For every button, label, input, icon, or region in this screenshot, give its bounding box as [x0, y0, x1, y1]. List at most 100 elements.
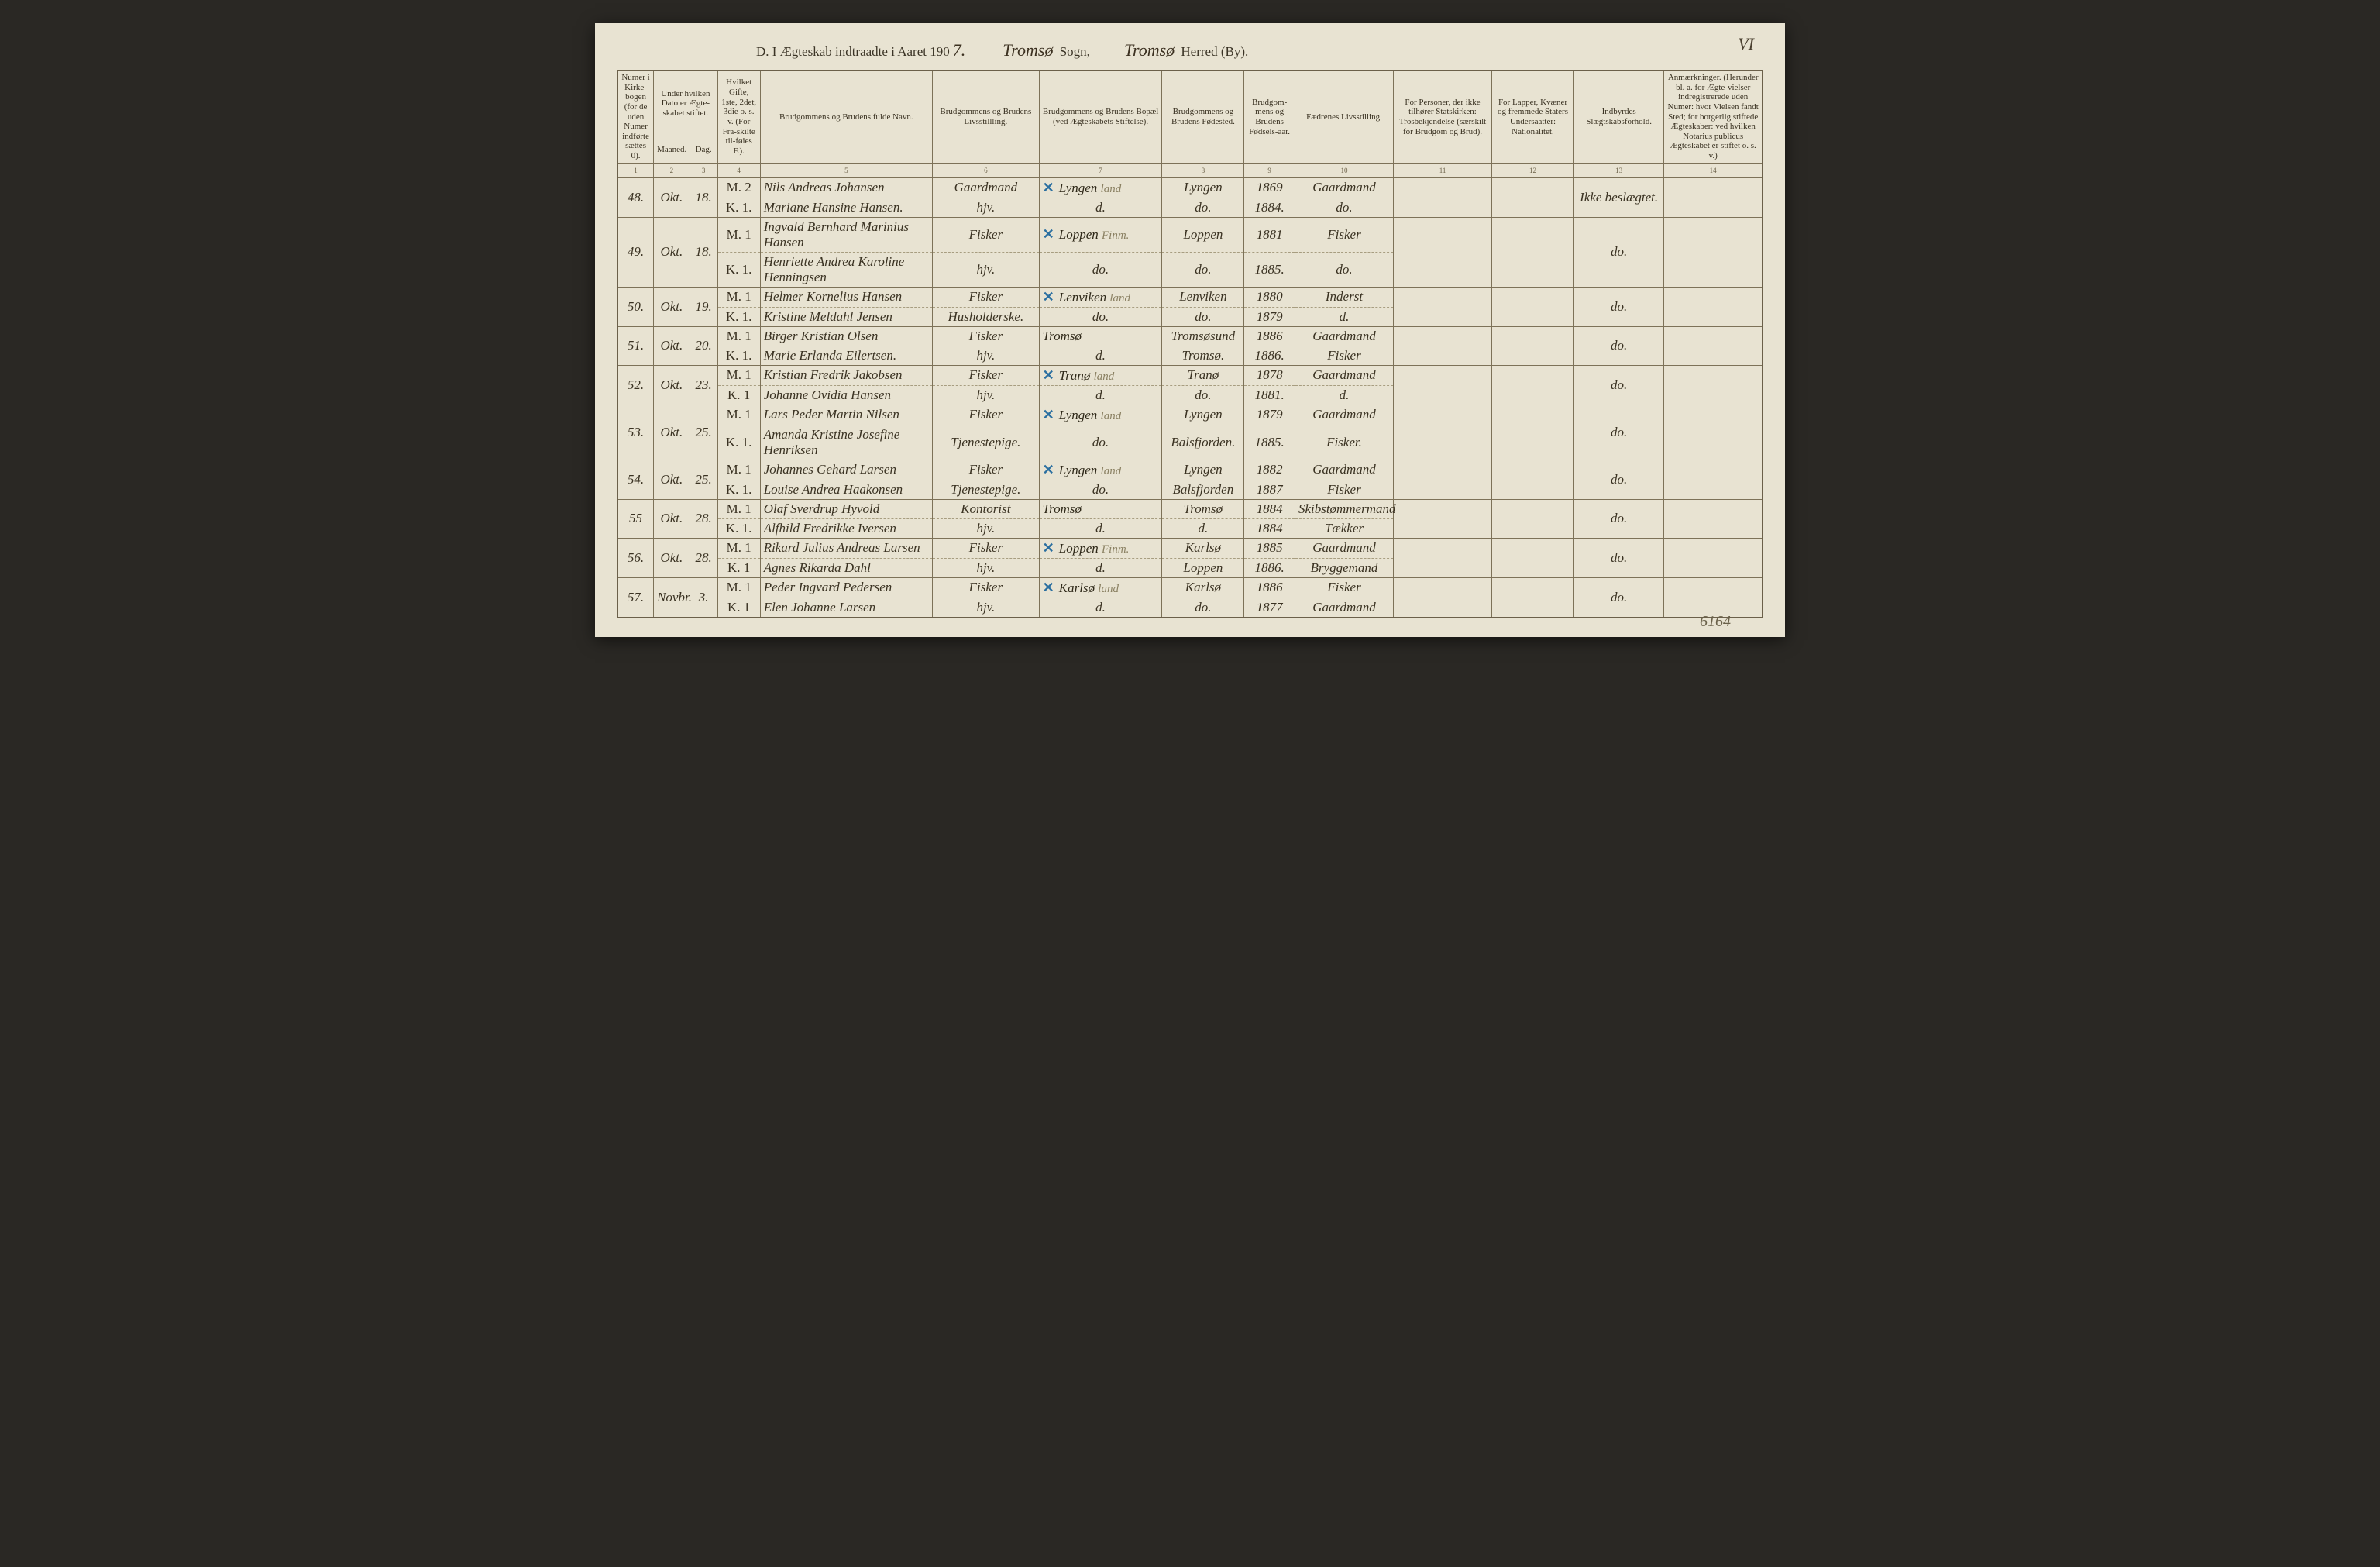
- groom-birthplace: Lyngen: [1162, 177, 1244, 198]
- cell-relationship: do.: [1573, 326, 1663, 365]
- bride-name: Elen Johanne Larsen: [760, 598, 932, 618]
- bride-gifte: K. 1.: [717, 425, 760, 460]
- cell-c14: [1664, 287, 1763, 326]
- groom-birthyear: 1882: [1244, 460, 1295, 480]
- cell-relationship: do.: [1573, 405, 1663, 460]
- bride-father-occ: Gaardmand: [1295, 598, 1393, 618]
- cross-mark-icon: ✕: [1043, 580, 1059, 595]
- entry-month: Okt.: [654, 287, 690, 326]
- groom-father-occ: Gaardmand: [1295, 177, 1393, 198]
- bride-birthyear: 1886.: [1244, 558, 1295, 577]
- cell-c11: [1394, 177, 1492, 217]
- bride-father-occ: d.: [1295, 307, 1393, 326]
- bride-occupation: Tjenestepige.: [933, 425, 1040, 460]
- groom-occupation: Fisker: [933, 577, 1040, 598]
- sogn-label: Sogn,: [1060, 44, 1090, 59]
- cell-c12: [1492, 577, 1574, 618]
- entry-number: 50.: [617, 287, 654, 326]
- bride-birthyear: 1887: [1244, 480, 1295, 499]
- cell-relationship: do.: [1573, 365, 1663, 405]
- cell-relationship: do.: [1573, 538, 1663, 577]
- table-row-groom: 53.Okt.25.M. 1Lars Peder Martin NilsenFi…: [617, 405, 1763, 425]
- groom-birthyear: 1886: [1244, 577, 1295, 598]
- hdr-c14: Anmærkninger. (Herunder bl. a. for Ægte-…: [1664, 71, 1763, 163]
- entry-number: 51.: [617, 326, 654, 365]
- bride-gifte: K. 1.: [717, 480, 760, 499]
- cross-mark-icon: ✕: [1043, 367, 1059, 383]
- groom-occupation: Fisker: [933, 326, 1040, 346]
- groom-birthplace: Tromsøsund: [1162, 326, 1244, 346]
- groom-gifte: M. 1: [717, 577, 760, 598]
- column-numbers-row: 1 2 3 4 5 6 7 8 9 10 11 12 13 14: [617, 163, 1763, 177]
- cell-c12: [1492, 217, 1574, 287]
- cell-c11: [1394, 326, 1492, 365]
- cell-c11: [1394, 217, 1492, 287]
- groom-name: Peder Ingvard Pedersen: [760, 577, 932, 598]
- cell-relationship: do.: [1573, 460, 1663, 499]
- hdr-c2a: Maaned.: [654, 136, 690, 163]
- table-row-groom: 56.Okt.28.M. 1Rikard Julius Andreas Lars…: [617, 538, 1763, 558]
- hdr-c8: Brudgommens og Brudens Fødested.: [1162, 71, 1244, 163]
- colnum: 11: [1394, 163, 1492, 177]
- groom-birthplace: Lenviken: [1162, 287, 1244, 307]
- groom-birthyear: 1878: [1244, 365, 1295, 385]
- bride-name: Mariane Hansine Hansen.: [760, 198, 932, 217]
- bride-gifte: K. 1.: [717, 307, 760, 326]
- bride-father-occ: Fisker.: [1295, 425, 1393, 460]
- groom-occupation: Fisker: [933, 460, 1040, 480]
- bride-birthplace: do.: [1162, 598, 1244, 618]
- bride-residence: d.: [1039, 598, 1162, 618]
- groom-name: Ingvald Bernhard Marinius Hansen: [760, 217, 932, 252]
- bride-birthyear: 1881.: [1244, 385, 1295, 405]
- bride-father-occ: Bryggemand: [1295, 558, 1393, 577]
- groom-occupation: Fisker: [933, 217, 1040, 252]
- cell-c12: [1492, 177, 1574, 217]
- cross-mark-icon: ✕: [1043, 540, 1059, 556]
- groom-occupation: Fisker: [933, 538, 1040, 558]
- entry-number: 54.: [617, 460, 654, 499]
- bride-gifte: K. 1: [717, 558, 760, 577]
- hdr-c12: For Lapper, Kvæner og fremmede Staters U…: [1492, 71, 1574, 163]
- groom-birthplace: Lyngen: [1162, 460, 1244, 480]
- bride-gifte: K. 1: [717, 598, 760, 618]
- bride-father-occ: d.: [1295, 385, 1393, 405]
- cell-c11: [1394, 538, 1492, 577]
- bride-father-occ: do.: [1295, 252, 1393, 287]
- cell-c14: [1664, 460, 1763, 499]
- bride-birthplace: do.: [1162, 198, 1244, 217]
- entry-day: 19.: [690, 287, 717, 326]
- groom-gifte: M. 1: [717, 499, 760, 518]
- groom-birthplace: Karlsø: [1162, 577, 1244, 598]
- colnum: 1: [617, 163, 654, 177]
- groom-birthplace: Lyngen: [1162, 405, 1244, 425]
- entry-month: Okt.: [654, 365, 690, 405]
- table-row-groom: 51.Okt.20.M. 1Birger Kristian OlsenFiske…: [617, 326, 1763, 346]
- groom-birthplace: Tromsø: [1162, 499, 1244, 518]
- entry-number: 52.: [617, 365, 654, 405]
- bride-birthplace: Balsfjorden: [1162, 480, 1244, 499]
- entry-month: Novbr.: [654, 577, 690, 618]
- bride-name: Johanne Ovidia Hansen: [760, 385, 932, 405]
- groom-residence: ✕Lyngen land: [1039, 177, 1162, 198]
- entry-day: 23.: [690, 365, 717, 405]
- table-row-groom: 57.Novbr.3.M. 1Peder Ingvard PedersenFis…: [617, 577, 1763, 598]
- groom-birthyear: 1885: [1244, 538, 1295, 558]
- bride-birthplace: do.: [1162, 307, 1244, 326]
- hdr-c7: Brudgommens og Brudens Bopæl (ved Ægtesk…: [1039, 71, 1162, 163]
- bride-occupation: hjv.: [933, 598, 1040, 618]
- colnum: 4: [717, 163, 760, 177]
- bride-residence: d.: [1039, 558, 1162, 577]
- bride-occupation: Husholderske.: [933, 307, 1040, 326]
- bride-gifte: K. 1.: [717, 198, 760, 217]
- hdr-c11: For Personer, der ikke tilhører Statskir…: [1394, 71, 1492, 163]
- cell-c11: [1394, 287, 1492, 326]
- cell-c14: [1664, 538, 1763, 577]
- hdr-c10: Fædrenes Livsstilling.: [1295, 71, 1393, 163]
- cell-c11: [1394, 577, 1492, 618]
- bride-residence: d.: [1039, 346, 1162, 365]
- groom-occupation: Fisker: [933, 287, 1040, 307]
- bride-occupation: Tjenestepige.: [933, 480, 1040, 499]
- entry-day: 28.: [690, 499, 717, 538]
- cell-relationship: do.: [1573, 217, 1663, 287]
- bride-residence: do.: [1039, 307, 1162, 326]
